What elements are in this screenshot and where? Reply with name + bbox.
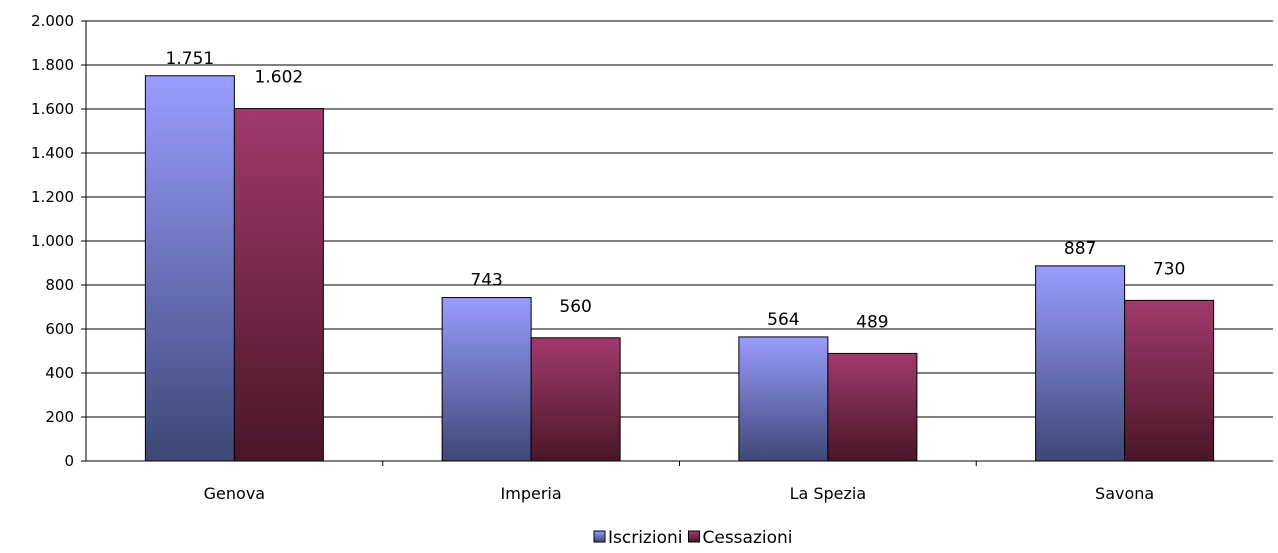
y-tick-label: 600 <box>45 320 74 338</box>
y-tick-label: 0 <box>64 452 74 470</box>
data-label-cessazioni: 1.602 <box>255 68 304 88</box>
data-label-iscrizioni: 743 <box>470 271 502 291</box>
bar-iscrizioni <box>1035 265 1126 462</box>
y-tick-label: 1.800 <box>31 56 74 74</box>
data-label-iscrizioni: 887 <box>1064 239 1096 259</box>
bar-iscrizioni <box>441 297 532 462</box>
x-category-label: Genova <box>204 484 265 503</box>
x-axis: Genova Imperia La Spezia Savona <box>85 21 1273 503</box>
y-tick-label: 2.000 <box>31 12 74 30</box>
bar-cessazioni <box>530 337 621 462</box>
y-tick-label: 1.000 <box>31 232 74 250</box>
data-label-cessazioni: 489 <box>856 312 888 332</box>
y-axis-ticks: 0 200 400 600 800 1.000 1.200 1.400 1.600 1.800 2.… <box>31 12 86 470</box>
y-tick-label: 400 <box>45 364 74 382</box>
legend: Iscrizioni Cessazioni <box>593 528 793 548</box>
y-tick-label: 800 <box>45 276 74 294</box>
data-label-iscrizioni: 564 <box>767 310 799 330</box>
legend-swatch-iscrizioni <box>593 530 606 543</box>
y-tick-label: 200 <box>45 408 74 426</box>
bar-cessazioni <box>827 352 918 462</box>
y-tick-label: 1.600 <box>31 100 74 118</box>
data-label-cessazioni: 560 <box>559 297 591 317</box>
bar-cessazioni <box>1124 299 1215 462</box>
legend-swatch-cessazioni <box>687 530 700 543</box>
x-category-label: Imperia <box>501 484 562 503</box>
bar-iscrizioni <box>738 336 829 462</box>
x-category-label: La Spezia <box>790 484 867 503</box>
bar-iscrizioni <box>144 75 235 462</box>
legend-label-iscrizioni: Iscrizioni <box>608 528 682 548</box>
data-label-cessazioni: 730 <box>1153 259 1185 279</box>
legend-label-cessazioni: Cessazioni <box>702 528 792 548</box>
bars <box>144 75 1215 462</box>
y-tick-label: 1.400 <box>31 144 74 162</box>
data-labels: 1.751 1.602 743 560 564 489 887 730 <box>166 49 1186 333</box>
x-category-label: Savona <box>1095 484 1154 503</box>
y-tick-label: 1.200 <box>31 188 74 206</box>
data-label-iscrizioni: 1.751 <box>166 49 215 69</box>
bar-cessazioni <box>233 108 324 462</box>
